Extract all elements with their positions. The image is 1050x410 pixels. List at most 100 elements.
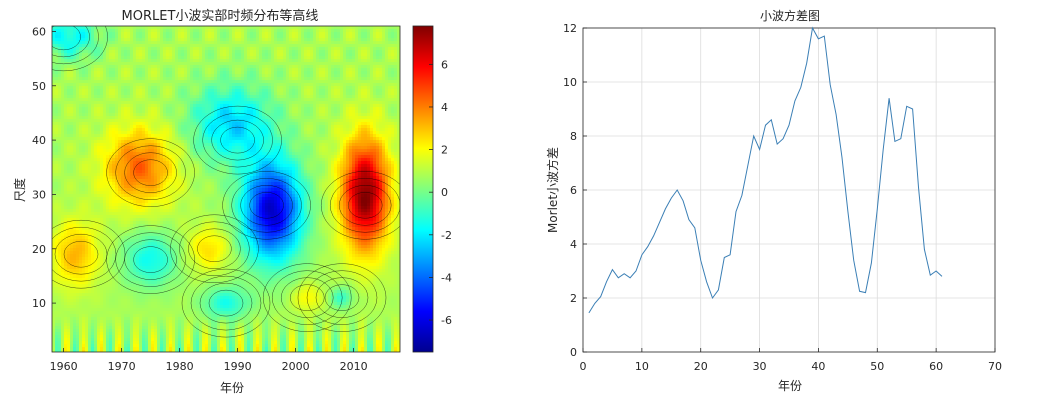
heat-cell	[187, 194, 191, 198]
heat-cell	[166, 131, 170, 135]
heat-cell	[79, 65, 83, 69]
heat-cell	[160, 38, 164, 42]
heat-cell	[151, 71, 155, 75]
heat-cell	[64, 275, 68, 279]
heat-cell	[61, 185, 65, 189]
heat-cell	[97, 296, 101, 300]
heat-cell	[187, 203, 191, 207]
heat-cell	[124, 269, 128, 273]
heat-cell	[85, 251, 89, 255]
heat-cell	[154, 287, 158, 291]
heat-cell	[82, 188, 86, 192]
heat-cell	[124, 140, 128, 144]
heat-cell	[58, 317, 62, 321]
heat-cell	[145, 338, 149, 342]
heat-cell	[157, 92, 161, 96]
heat-cell	[70, 254, 74, 258]
heat-cell	[109, 131, 113, 135]
heat-cell	[97, 44, 101, 48]
heat-cell	[52, 83, 56, 87]
heat-cell	[181, 146, 185, 150]
heat-cell	[166, 326, 170, 330]
heat-cell	[106, 83, 110, 87]
heat-cell	[121, 131, 125, 135]
heat-cell	[133, 284, 137, 288]
heat-cell	[88, 74, 92, 78]
heat-cell	[55, 287, 59, 291]
heat-cell	[181, 38, 185, 42]
heat-cell	[103, 293, 107, 297]
heat-cell	[64, 53, 68, 57]
heat-cell	[97, 314, 101, 318]
heat-cell	[154, 158, 158, 162]
heat-cell	[76, 278, 80, 282]
heat-cell	[136, 284, 140, 288]
heat-cell	[181, 125, 185, 129]
heat-cell	[76, 149, 80, 153]
heat-cell	[142, 158, 146, 162]
heat-cell	[154, 113, 158, 117]
heat-cell	[169, 350, 173, 352]
heat-cell	[154, 35, 158, 39]
heat-cell	[118, 329, 122, 333]
heat-cell	[73, 203, 77, 207]
heat-cell	[115, 62, 119, 66]
heat-cell	[160, 122, 164, 126]
heat-cell	[169, 68, 173, 72]
heat-cell	[118, 197, 122, 201]
heat-cell	[115, 200, 119, 204]
heat-cell	[100, 260, 104, 264]
heat-cell	[79, 314, 83, 318]
heat-cell	[55, 341, 59, 345]
heat-cell	[145, 296, 149, 300]
heat-cell	[58, 305, 62, 309]
heat-cell	[103, 269, 107, 273]
heat-cell	[133, 209, 137, 213]
heat-cell	[82, 269, 86, 273]
heat-cell	[97, 95, 101, 99]
heat-cell	[178, 257, 182, 261]
heat-cell	[55, 257, 59, 261]
heat-cell	[58, 248, 62, 252]
heat-cell	[115, 47, 119, 51]
heat-cell	[58, 263, 62, 267]
heat-cell	[67, 266, 71, 270]
heat-cell	[61, 215, 65, 219]
heat-cell	[103, 107, 107, 111]
heat-cell	[154, 302, 158, 306]
heat-cell	[139, 188, 143, 192]
heat-cell	[145, 251, 149, 255]
heat-cell	[187, 80, 191, 84]
heat-cell	[124, 236, 128, 240]
heat-cell	[136, 107, 140, 111]
heat-cell	[187, 47, 191, 51]
heat-cell	[79, 83, 83, 87]
heat-cell	[184, 329, 188, 333]
heat-cell	[121, 329, 125, 333]
heat-cell	[52, 26, 56, 30]
heat-cell	[55, 284, 59, 288]
heat-cell	[154, 209, 158, 213]
heat-cell	[127, 176, 131, 180]
heat-cell	[88, 326, 92, 330]
heat-cell	[157, 227, 161, 231]
heat-cell	[175, 254, 179, 258]
heat-cell	[133, 119, 137, 123]
heat-cell	[127, 266, 131, 270]
heat-cell	[52, 245, 56, 249]
heat-cell	[163, 263, 167, 267]
heat-cell	[130, 329, 134, 333]
heat-cell	[70, 230, 74, 234]
heat-cell	[178, 119, 182, 123]
heat-cell	[67, 311, 71, 315]
heat-cell	[100, 179, 104, 183]
heat-cell	[91, 188, 95, 192]
heat-cell	[139, 152, 143, 156]
heat-cell	[130, 92, 134, 96]
heat-cell	[169, 116, 173, 120]
heat-cell	[169, 173, 173, 177]
heat-cell	[115, 179, 119, 183]
heat-cell	[106, 332, 110, 336]
heat-cell	[55, 212, 59, 216]
heat-cell	[109, 341, 113, 345]
